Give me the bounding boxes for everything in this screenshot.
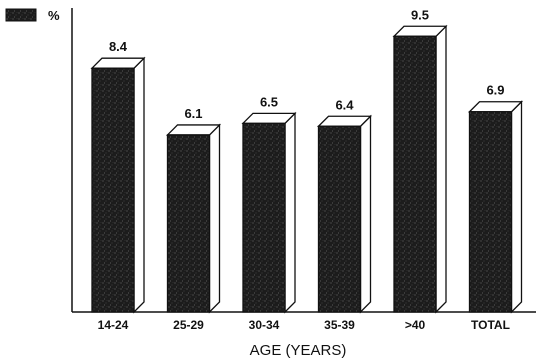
bar-front bbox=[166, 134, 211, 313]
x-tick-label: 25-29 bbox=[173, 318, 204, 332]
bar bbox=[316, 114, 373, 314]
bar-front bbox=[91, 67, 135, 313]
bar-side bbox=[435, 24, 447, 314]
x-tick-label: 35-39 bbox=[324, 318, 355, 332]
bar-front bbox=[468, 111, 513, 313]
x-tick-label: >40 bbox=[405, 318, 426, 332]
bar-side bbox=[284, 111, 296, 314]
x-tick-label: TOTAL bbox=[471, 318, 510, 332]
bar-top bbox=[316, 115, 373, 127]
bar bbox=[467, 100, 524, 314]
bar-side bbox=[359, 114, 372, 314]
legend-swatch bbox=[5, 8, 37, 22]
bar-top bbox=[467, 101, 524, 113]
bar bbox=[241, 111, 297, 314]
bar-front bbox=[242, 122, 286, 313]
bar-top bbox=[90, 57, 146, 69]
bar-top bbox=[165, 124, 222, 136]
x-tick-label: 30-34 bbox=[249, 318, 280, 332]
data-label: 8.4 bbox=[109, 39, 128, 54]
data-label: 6.5 bbox=[260, 94, 278, 109]
bar-side bbox=[133, 56, 145, 314]
bar-side bbox=[208, 123, 221, 314]
tick-labels-group: 14-24 25-29 30-34 35-39 >40 TOTAL bbox=[98, 318, 510, 332]
legend: % bbox=[5, 8, 60, 23]
bar-front bbox=[393, 35, 437, 313]
bar bbox=[90, 56, 146, 314]
x-tick-label: 14-24 bbox=[98, 318, 129, 332]
bar-top bbox=[392, 25, 448, 37]
data-label: 6.9 bbox=[486, 83, 504, 98]
data-label: 9.5 bbox=[411, 7, 429, 22]
value-labels-group: 8.4 6.1 6.5 6.4 9.5 6.9 bbox=[109, 7, 505, 121]
bar-top bbox=[241, 112, 297, 124]
legend-label: % bbox=[48, 8, 60, 23]
x-axis-title: AGE (YEARS) bbox=[250, 342, 347, 359]
bar-front bbox=[317, 125, 362, 313]
data-label: 6.4 bbox=[335, 97, 354, 112]
data-label: 6.1 bbox=[184, 106, 202, 121]
bar bbox=[392, 24, 448, 314]
bar-side bbox=[510, 100, 523, 314]
bar bbox=[165, 123, 222, 314]
bars-group bbox=[90, 24, 524, 314]
